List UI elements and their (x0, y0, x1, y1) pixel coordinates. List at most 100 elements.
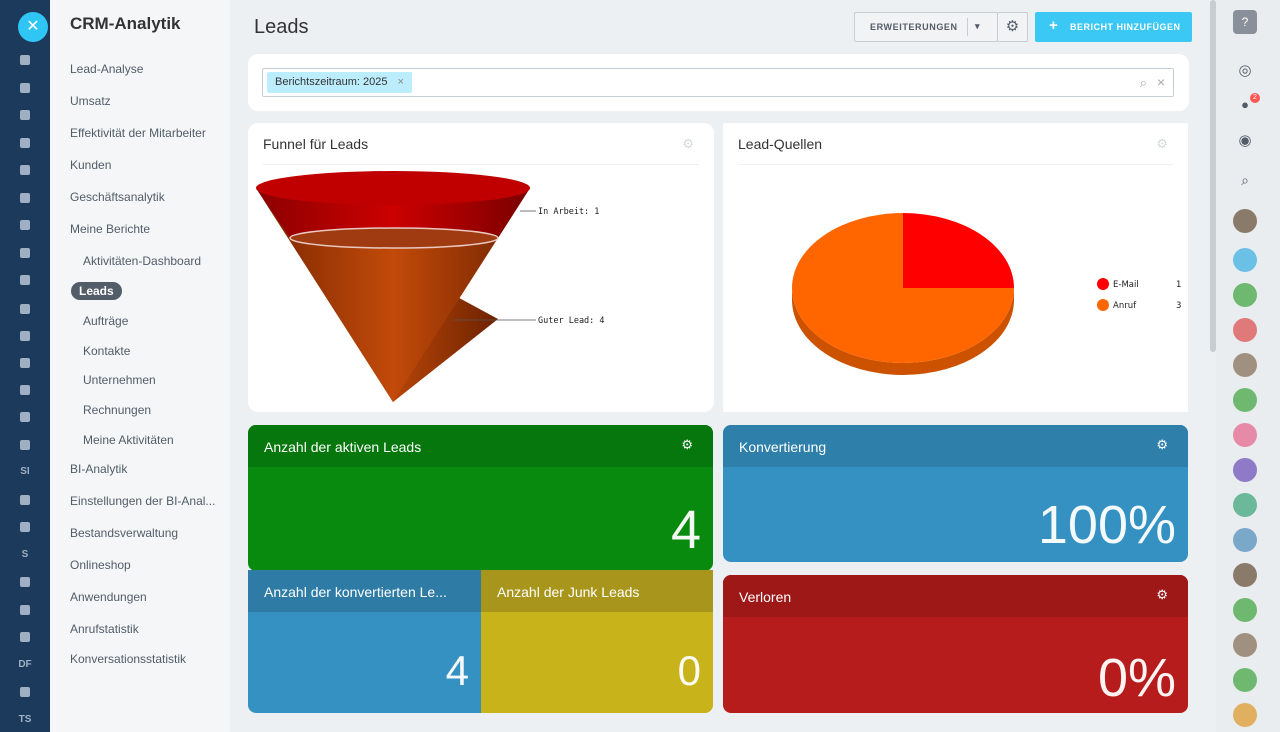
group-icon[interactable] (1233, 528, 1257, 552)
lost-value: 0% (1097, 648, 1176, 708)
sidebar-item-unternehmen[interactable]: Unternehmen (83, 373, 156, 387)
rail-label-si[interactable]: SI (20, 466, 30, 477)
sidebar-item-meine-berichte[interactable]: Meine Berichte (70, 222, 151, 236)
id-card-icon[interactable] (17, 438, 33, 452)
calendar-icon[interactable] (17, 163, 33, 177)
code-icon[interactable] (17, 630, 33, 644)
sidebar-item-onlineshop[interactable]: Onlineshop (70, 558, 131, 572)
analytics-icon[interactable] (17, 329, 33, 343)
lock-icon-7[interactable] (1233, 633, 1257, 657)
bell-icon[interactable]: ● (1241, 97, 1249, 112)
crm-sidebar: CRM-Analytik Lead-Analyse Umsatz Effekti… (50, 0, 230, 732)
sidebar-item-leads[interactable]: Leads (71, 282, 122, 300)
sidebar-item-kunden[interactable]: Kunden (70, 158, 112, 172)
legend-label-email: E-Mail (1113, 280, 1139, 290)
checklist-icon[interactable] (17, 191, 33, 205)
avatar-2[interactable] (1233, 563, 1257, 587)
plus-icon: + (1049, 17, 1059, 34)
legend-value-anruf: 3 (1176, 301, 1181, 311)
notes-icon[interactable] (1233, 248, 1257, 272)
clear-icon[interactable]: × (1156, 74, 1165, 90)
filter-input[interactable]: Berichtszeitraum: 2025 × ⌕ × (262, 68, 1174, 97)
calendar-icon-right[interactable] (1233, 668, 1257, 692)
avatar[interactable] (1233, 209, 1257, 233)
search-icon[interactable]: ⌕ (1139, 75, 1147, 90)
home-icon[interactable] (17, 53, 33, 67)
lead-sources-divider (738, 164, 1173, 165)
sidebar-item-geschaeftsanalytik[interactable]: Geschäftsanalytik (70, 190, 165, 204)
lock-icon-4[interactable] (1233, 388, 1257, 412)
funnel-stage-divider (289, 227, 499, 249)
group-icon-2[interactable] (1233, 703, 1257, 727)
sidebar-item-effektivitaet[interactable]: Effektivität der Mitarbeiter (70, 126, 206, 140)
active-leads-value: 4 (670, 500, 701, 560)
funnel-gear-icon[interactable]: ⚙ (682, 136, 694, 151)
sidebar-item-anrufstatistik[interactable]: Anrufstatistik (70, 622, 139, 636)
sidebar-item-bestandsverwaltung[interactable]: Bestandsverwaltung (70, 526, 179, 540)
edit-icon[interactable] (17, 685, 33, 699)
sidebar-item-kontakte[interactable]: Kontakte (83, 344, 131, 358)
active-leads-gear-icon[interactable]: ⚙ (681, 437, 693, 452)
rail-label-df[interactable]: DF (18, 659, 32, 670)
sidebar-item-lead-analyse[interactable]: Lead-Analyse (70, 62, 144, 76)
cart-icon[interactable] (17, 356, 33, 370)
lead-sources-gear-icon[interactable]: ⚙ (1156, 136, 1168, 151)
target-icon[interactable] (17, 383, 33, 397)
robot-icon[interactable] (17, 520, 33, 534)
lead-sources-title: Lead-Quellen (738, 136, 823, 152)
settings-gear-icon[interactable]: ⚙ (997, 12, 1028, 42)
filter-icon[interactable] (17, 302, 33, 316)
lock-icon-6[interactable] (1233, 493, 1257, 517)
notification-badge: 2 (1250, 93, 1260, 103)
sidebar-item-aktivitaeten-dashboard[interactable]: Aktivitäten-Dashboard (83, 254, 202, 268)
add-report-button[interactable]: + BERICHT HINZUFÜGEN (1035, 12, 1192, 42)
conversion-header (723, 425, 1188, 467)
conversion-title: Konvertierung (739, 439, 827, 455)
sign-icon[interactable] (17, 410, 33, 424)
rail-label-s[interactable]: S (21, 549, 29, 560)
page-scrollbar[interactable] (1210, 0, 1216, 352)
copilot-icon[interactable]: ◎ (1238, 62, 1252, 79)
lock-icon-3[interactable] (1233, 353, 1257, 377)
sidebar-item-rechnungen[interactable]: Rechnungen (83, 403, 152, 417)
help-icon[interactable]: ? (1233, 10, 1257, 34)
pie-slice-email[interactable] (903, 213, 1014, 288)
sidebar-item-umsatz[interactable]: Umsatz (70, 94, 111, 108)
check-icon[interactable] (1233, 598, 1257, 622)
contacts-icon[interactable] (17, 218, 33, 232)
close-icon[interactable]: ✕ (18, 12, 48, 42)
pie-slice-anruf[interactable] (792, 213, 1014, 363)
junk-leads-title: Anzahl der Junk Leads (497, 584, 640, 600)
lock-icon-5[interactable] (1233, 458, 1257, 482)
sidebar-item-bi-einstellungen[interactable]: Einstellungen der BI-Anal... (70, 494, 216, 508)
add-report-label: BERICHT HINZUFÜGEN (1070, 22, 1181, 32)
id-icon[interactable] (1233, 423, 1257, 447)
sidebar-item-anwendungen[interactable]: Anwendungen (70, 590, 147, 604)
lost-gear-icon[interactable]: ⚙ (1156, 587, 1168, 602)
lead-sources-widget: Lead-Quellen ⚙ E-Mail 1 Anruf 3 (723, 123, 1188, 412)
tasks-icon[interactable] (17, 108, 33, 122)
rail-label-ts[interactable]: TS (18, 714, 32, 725)
legend-value-email: 1 (1176, 280, 1181, 290)
extensions-button[interactable]: ERWEITERUNGEN ▾ (854, 12, 998, 42)
search-icon-right[interactable]: ⌕ (1241, 172, 1249, 188)
conversion-gear-icon[interactable]: ⚙ (1156, 437, 1168, 452)
sidebar-item-auftraege[interactable]: Aufträge (83, 314, 129, 328)
feed-icon[interactable] (17, 81, 33, 95)
chat-icon[interactable] (17, 136, 33, 150)
report-icon[interactable] (17, 493, 33, 507)
lock-icon-2[interactable] (1233, 318, 1257, 342)
chevron-down-icon[interactable]: ▾ (975, 21, 981, 31)
sidebar-item-bi-analytik[interactable]: BI-Analytik (70, 462, 128, 476)
marketplace-icon[interactable] (17, 575, 33, 589)
junk-leads-header (481, 570, 713, 612)
document-icon[interactable] (17, 246, 33, 260)
bank-icon[interactable] (17, 603, 33, 617)
lock-icon[interactable] (1233, 283, 1257, 307)
chat-bubble-icon[interactable]: ◉ (1238, 132, 1252, 149)
sidebar-item-meine-aktivitaeten[interactable]: Meine Aktivitäten (83, 433, 174, 447)
storage-icon[interactable] (17, 273, 33, 287)
sidebar-item-konversationsstatistik[interactable]: Konversationsstatistik (70, 652, 187, 666)
filter-tag[interactable]: Berichtszeitraum: 2025 × (267, 72, 412, 93)
remove-tag-icon[interactable]: × (397, 76, 404, 88)
